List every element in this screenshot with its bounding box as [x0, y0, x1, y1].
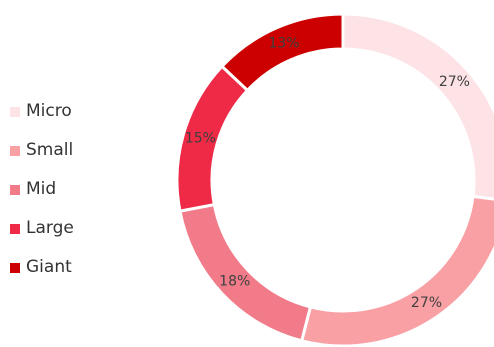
slice-giant	[219, 12, 345, 93]
slice-label-giant: 13%	[268, 36, 299, 52]
legend-item-small: Small	[10, 131, 130, 170]
slice-micro	[341, 12, 494, 201]
legend-item-micro: Micro	[10, 92, 130, 131]
legend: Micro Small Mid Large Giant	[10, 92, 130, 287]
slice-label-small: 27%	[411, 295, 442, 311]
slice-label-large: 15%	[185, 131, 216, 147]
legend-swatch-mid	[10, 184, 20, 195]
slice-label-mid: 18%	[219, 274, 250, 290]
legend-item-large: Large	[10, 209, 130, 248]
legend-item-mid: Mid	[10, 170, 130, 209]
legend-item-giant: Giant	[10, 248, 130, 287]
legend-swatch-giant	[10, 262, 20, 273]
legend-swatch-large	[10, 223, 20, 234]
legend-swatch-micro	[10, 106, 20, 117]
slice-small	[299, 194, 494, 347]
slice-label-micro: 27%	[439, 74, 470, 90]
legend-label-micro: Micro	[26, 101, 72, 121]
legend-label-small: Small	[26, 140, 74, 160]
legend-label-large: Large	[26, 218, 74, 238]
legend-label-mid: Mid	[26, 179, 57, 199]
legend-swatch-small	[10, 145, 20, 156]
legend-label-giant: Giant	[26, 257, 72, 277]
